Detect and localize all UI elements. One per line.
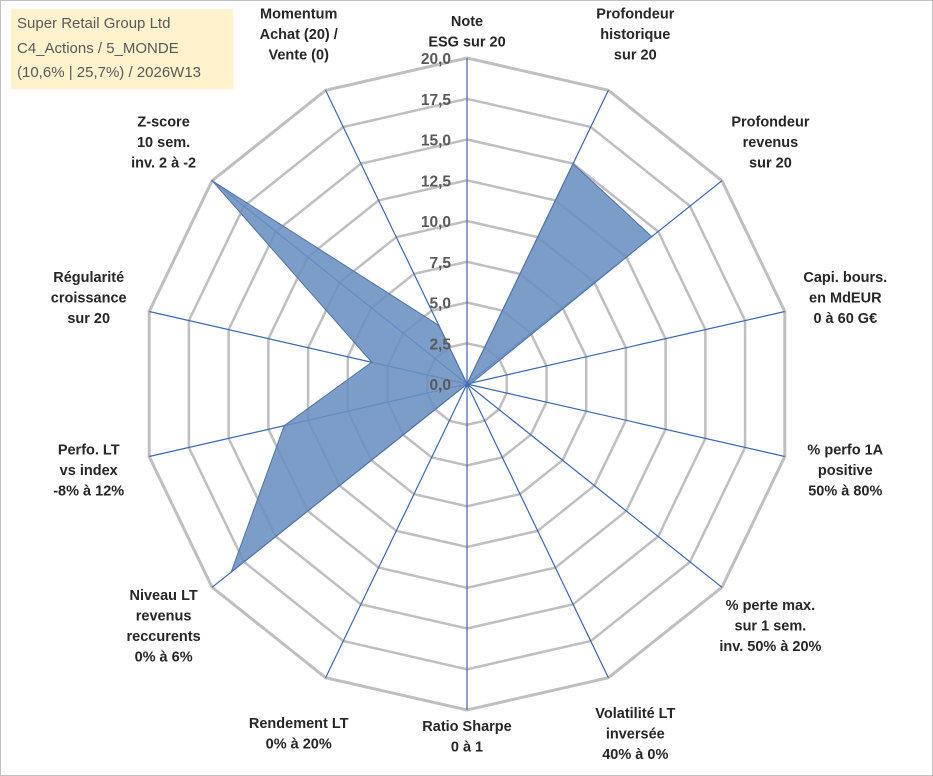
data-point-2 [650,235,653,238]
axis-label-11-line-0: Régularité [53,270,124,286]
axis-label-1-line-1: historique [600,27,670,43]
tick-label-2: 5,0 [429,296,451,313]
tick-label-3: 7,5 [429,255,451,272]
axis-label-1-line-2: sur 20 [614,48,657,64]
axis-label-2: Profondeur revenus sur 20 [731,114,809,171]
data-point-11 [370,361,373,364]
axis-label-9-line-1: revenus [136,608,192,624]
axis-label-2-line-1: revenus [743,135,799,151]
title-category: C4_Actions / 5_MONDE [17,39,179,57]
axis-label-12-line-1: 10 sem. [137,135,190,151]
axis-label-8-line-0: Rendement LT [249,716,349,732]
axis-label-6-line-0: Volatilité LT [595,706,675,722]
title-box: Super Retail Group Ltd C4_Actions / 5_MO… [11,9,233,89]
title-company: Super Retail Group Ltd [17,15,171,32]
axis-label-5-line-2: inv. 50% à 20% [719,639,821,655]
tick-label-4: 10,0 [421,214,451,231]
data-point-10 [283,424,286,427]
axis-label-2-line-2: sur 20 [749,155,792,171]
spoke-4 [466,383,785,458]
axis-label-10-line-2: -8% à 12% [53,484,124,500]
axis-label-13-line-0: Momentum [260,7,337,23]
tick-label-5: 12,5 [421,173,452,190]
data-point-13 [437,324,440,327]
axis-label-3-line-0: Capi. bours. [803,270,887,286]
spoke-8 [325,383,468,678]
spoke-3 [466,310,785,385]
axis-label-12: Z-score 10 sem. inv. 2 à -2 [131,114,196,171]
axis-label-10-line-1: vs index [60,463,118,479]
axis-label-10: Perfo. LT vs index -8% à 12% [53,443,124,500]
axis-label-3-line-2: 0 à 60 G€ [813,311,877,327]
data-point-3 [470,381,473,384]
axis-label-7-line-0: Ratio Sharpe [422,719,511,735]
axis-label-6-line-1: inversée [606,726,665,742]
axis-label-8: Rendement LT 0% à 20% [249,716,349,753]
axis-label-5-line-0: % perte max. [726,598,815,614]
axis-label-4-line-1: positive [818,463,873,479]
tick-label-8: 20,0 [421,51,451,68]
axis-label-13: Momentum Achat (20) / Vente (0) [260,7,338,64]
data-point-1 [572,162,575,165]
axis-label-13-line-2: Vente (0) [268,48,329,64]
axis-label-0: Note ESG sur 20 [428,14,505,51]
axis-label-5-line-1: sur 1 sem. [735,619,807,635]
axis-label-1: Profondeur historique sur 20 [596,7,674,64]
axis-label-2-line-0: Profondeur [731,114,809,130]
axis-label-6: Volatilité LT inversée 40% à 0% [595,706,675,763]
axis-label-11-line-1: croissance [51,290,127,306]
axis-label-0-line-0: Note [451,14,483,30]
axis-label-1-line-0: Profondeur [596,7,674,23]
axis-label-4-line-0: % perfo 1A [807,443,883,459]
axis-label-11-line-2: sur 20 [67,311,110,327]
axis-label-9-line-2: reccurents [127,629,201,645]
data-point-9 [230,571,233,573]
tick-label-0: 0,0 [429,377,451,394]
axis-label-9: Niveau LT revenus reccurents 0% à 6% [127,588,201,666]
spoke-5 [466,383,723,588]
axis-label-7: Ratio Sharpe 0 à 1 [422,719,511,756]
axis-label-5: % perte max. sur 1 sem. inv. 50% à 20% [719,598,821,655]
spoke-6 [466,383,609,678]
data-point-8 [466,383,468,385]
axis-label-6-line-2: 40% à 0% [602,747,668,763]
title-stats: (10,6% | 25,7%) / 2026W13 [17,64,201,81]
axis-label-3: Capi. bours. en MdEUR 0 à 60 G€ [803,270,887,327]
axis-label-4-line-2: 50% à 80% [808,484,882,500]
axis-label-9-line-0: Niveau LT [129,588,197,604]
axis-label-7-line-1: 0 à 1 [451,740,483,756]
axis-label-3-line-1: en MdEUR [809,290,882,306]
axis-label-0-line-1: ESG sur 20 [428,35,505,51]
axis-label-8-line-1: 0% à 20% [266,737,332,753]
tick-label-7: 17,5 [421,92,452,109]
axis-label-12-line-0: Z-score [137,114,189,130]
tick-label-1: 2,5 [429,336,451,353]
axis-label-9-line-3: 0% à 6% [135,649,193,665]
axis-label-4: % perfo 1A positive 50% à 80% [807,443,883,500]
axis-label-13-line-1: Achat (20) / [260,27,338,43]
tick-label-6: 15,0 [421,133,451,150]
axis-label-11: Régularité croissance sur 20 [51,270,127,327]
axis-label-10-line-0: Perfo. LT [58,443,120,459]
data-point-12 [211,179,214,182]
axis-label-12-line-2: inv. 2 à -2 [131,155,196,171]
